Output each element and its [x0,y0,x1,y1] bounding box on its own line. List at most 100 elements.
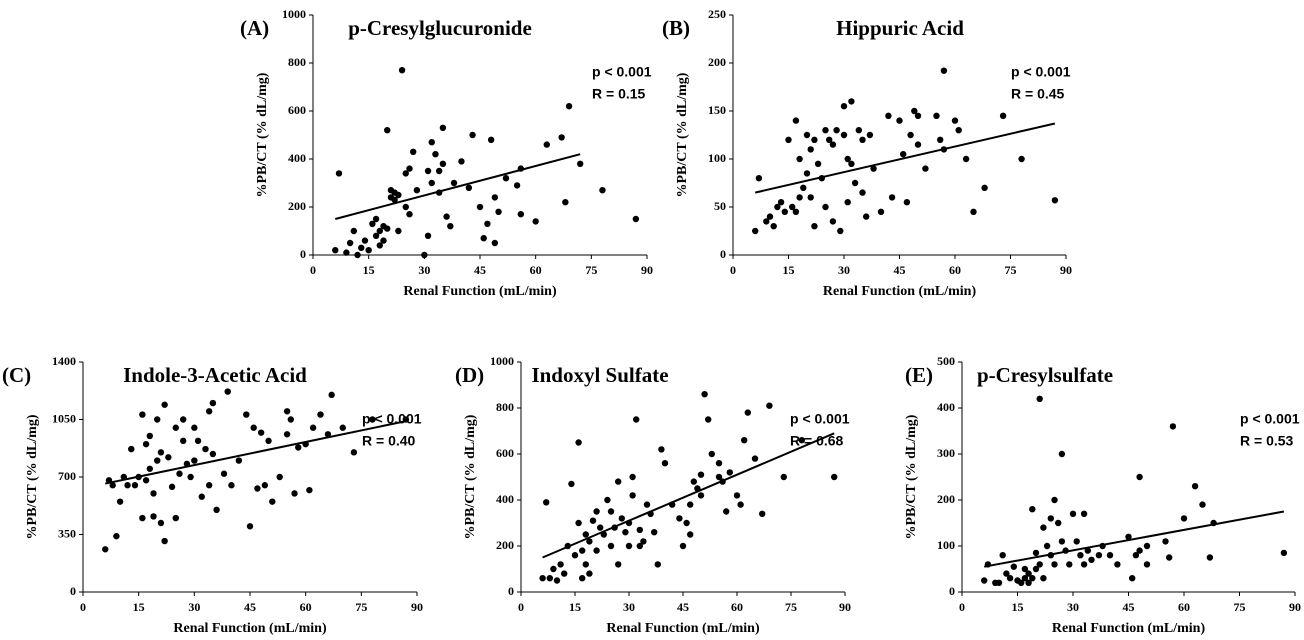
point [447,223,454,230]
point [432,151,439,158]
point [586,538,593,545]
point [146,465,153,472]
point [599,187,606,194]
y-tick-label: 200 [496,538,514,552]
point [1095,552,1103,559]
point [172,424,179,431]
point [435,167,443,175]
point [291,490,298,497]
point [629,492,636,499]
point [1043,542,1051,550]
point [339,424,346,431]
point [780,473,787,481]
point [283,408,291,415]
point [1029,575,1036,582]
point [937,136,944,143]
point [1129,575,1136,582]
point [157,519,165,527]
y-tick-label: 800 [288,55,306,69]
point [180,416,187,423]
point [622,529,629,536]
point [633,416,640,423]
point [1080,561,1088,568]
annotation: p < 0.001 [1011,64,1071,80]
point [844,155,851,163]
x-axis-label: Renal Function (mL/min) [823,284,977,299]
point [636,526,643,534]
point [840,131,848,139]
point [981,577,988,584]
y-tick-label: 400 [288,151,306,165]
point [113,532,120,540]
panel-label: (B) [662,16,690,40]
point [154,416,161,423]
point [885,112,892,120]
point [676,515,683,522]
point [900,151,907,158]
point [770,223,777,230]
point [575,519,582,527]
point [1051,561,1058,568]
point [205,408,213,415]
point [866,131,874,139]
point [1025,570,1032,577]
point [705,416,712,423]
point [369,416,376,423]
point [777,199,785,206]
y-tick-label: 600 [288,103,306,117]
x-tick-label: 90 [1060,263,1072,277]
point [763,218,770,225]
x-tick-label: 75 [785,600,797,614]
x-tick-label: 15 [569,600,581,614]
y-tick-label: 150 [708,103,726,117]
point [848,160,855,167]
y-tick-label: 100 [937,538,955,552]
point [981,184,988,191]
y-tick-label: 300 [937,446,955,460]
point [933,112,940,120]
point [142,440,150,448]
point [1032,549,1040,557]
point [1069,510,1077,517]
x-axis-label: Renal Function (mL/min) [606,621,760,636]
panel-title: p-Cresylsulfate [977,363,1113,387]
point [116,498,124,505]
panel-label: (E) [905,363,933,387]
point [1010,563,1017,570]
point [625,542,633,550]
point [309,424,317,431]
point [1058,450,1066,458]
point [154,457,161,464]
point [896,117,903,124]
point [450,179,458,187]
panel-title: p-Cresylglucuronide [348,16,532,40]
point [146,432,153,440]
point [150,513,157,520]
y-tick-label: 700 [58,469,76,483]
point [604,496,611,504]
point [697,492,705,499]
point [632,215,640,223]
y-tick-label: 1400 [52,354,76,368]
x-tick-label: 75 [585,263,597,277]
point [715,460,723,467]
point [1180,515,1188,522]
point [372,215,380,223]
point [1191,483,1199,490]
point [697,471,705,478]
point [1077,552,1084,559]
point [840,103,848,110]
point [615,478,622,485]
x-tick-label: 60 [949,263,961,277]
point [970,208,977,215]
point [661,460,669,467]
point [1143,542,1151,550]
point [565,103,573,110]
point [1051,197,1059,204]
point [480,235,487,242]
point [701,391,708,398]
point [376,227,383,235]
point [733,492,741,499]
point [859,136,866,143]
point [168,483,176,491]
